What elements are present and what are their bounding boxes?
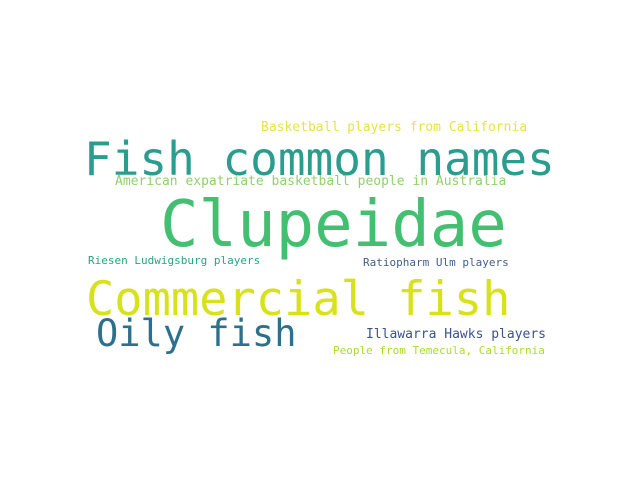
- word-fish-common-names: Fish common names: [84, 132, 555, 186]
- word-illawarra-hawks-players: Illawarra Hawks players: [366, 327, 547, 342]
- word-american-expatriate-basketball: American expatriate basketball people in…: [115, 174, 507, 189]
- word-basketball-players-from-california: Basketball players from California: [261, 120, 528, 135]
- word-clupeidae: Clupeidae: [160, 188, 507, 262]
- word-oily-fish: Oily fish: [96, 312, 297, 355]
- word-riesen-ludwigsburg-players: Riesen Ludwigsburg players: [88, 254, 261, 267]
- word-people-from-temecula: People from Temecula, California: [333, 344, 545, 357]
- word-ratiopharm-ulm-players: Ratiopharm Ulm players: [363, 256, 509, 269]
- word-commercial-fish: Commercial fish: [86, 272, 511, 327]
